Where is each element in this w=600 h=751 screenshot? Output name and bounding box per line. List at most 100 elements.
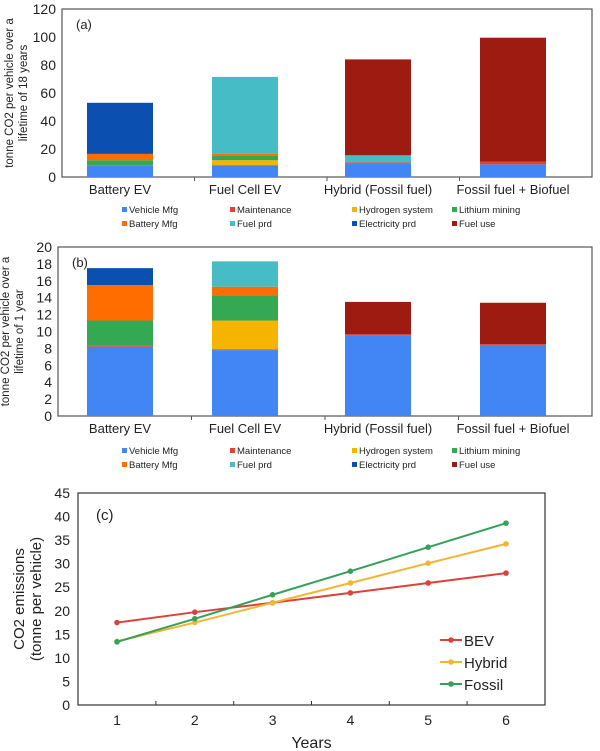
data-point (347, 590, 354, 596)
x-category-label: Fossil fuel + Biofuel (456, 421, 569, 436)
legend-label: Maintenance (237, 446, 291, 457)
data-point (425, 560, 432, 566)
y-tick-label: 80 (40, 57, 56, 73)
bar-segment (480, 344, 546, 346)
legend-label: Hydrogen system (359, 205, 433, 216)
bar-segment (212, 349, 278, 351)
bar-segment (212, 261, 278, 287)
bar-segment (345, 162, 411, 164)
bar-segment (87, 160, 153, 166)
data-point (347, 568, 354, 575)
y-axis-title-line: lifetime of 18 years (18, 44, 30, 141)
legend-label: Lithium mining (459, 205, 520, 216)
legend-label: Maintenance (237, 205, 291, 216)
bar-segment (480, 345, 546, 416)
x-category-label: Hybrid (Fossil fuel) (324, 182, 432, 197)
y-tick-label: 18 (36, 256, 52, 272)
data-point (192, 615, 198, 622)
y-tick-label: 15 (54, 626, 70, 642)
legend-swatch (230, 221, 235, 226)
bar-segment (345, 301, 411, 335)
y-tick-label: 12 (36, 307, 52, 323)
bar-chart-a: 0 20 40 60 80 100 120 Battery EV Fuel Cell EV Hyb… (4, 1, 593, 230)
y-tick-label: 2 (44, 391, 52, 407)
legend-swatch (122, 462, 127, 467)
y-tick-label: 0 (62, 697, 70, 713)
data-point (192, 609, 198, 615)
bar-segment (345, 155, 411, 163)
x-tick-label: 5 (424, 712, 432, 728)
bar-segment (87, 320, 153, 346)
legend-swatch (352, 207, 357, 212)
bar-segment (87, 102, 153, 154)
plot-frame (77, 492, 546, 706)
legend-swatch (452, 462, 457, 467)
legend-swatch (452, 221, 457, 226)
y-tick-label: 20 (54, 603, 70, 619)
data-point (503, 520, 509, 526)
legend-label: Fuel prd (237, 460, 272, 471)
x-category-label: Fossil fuel + Biofuel (456, 182, 569, 197)
data-point (269, 591, 276, 598)
legend-label: Fuel use (459, 219, 495, 230)
legend-marker (448, 681, 454, 687)
bar-segment (87, 165, 153, 177)
legend-label: Vehicle Mfg (129, 205, 178, 216)
x-category-label: Fuel Cell EV (209, 421, 282, 436)
x-category-label: Battery EV (89, 182, 151, 197)
series-line-hybrid (116, 542, 507, 643)
legend-label: Battery Mfg (129, 219, 178, 230)
x-tick-label: 3 (269, 712, 277, 728)
y-axis-title-line: (tonne per vehicle) (28, 537, 45, 661)
legend-label: Fuel use (459, 460, 495, 471)
y-tick-label: 16 (36, 273, 52, 289)
bar-segment (87, 345, 153, 347)
legend-swatch (122, 448, 127, 453)
x-tick-label: 2 (191, 712, 199, 728)
y-tick-label: 10 (36, 324, 52, 340)
bar-segment (212, 76, 278, 154)
legend-swatch (352, 221, 357, 226)
series-line-bev (116, 572, 507, 624)
y-tick-label: 4 (44, 374, 52, 390)
bar-segment (212, 320, 278, 350)
bar-segment (480, 37, 546, 162)
y-axis-title-line: lifetime of 1 year (14, 289, 26, 374)
y-tick-label: 40 (40, 113, 56, 129)
x-category-label: Hybrid (Fossil fuel) (324, 421, 432, 436)
y-tick-label: 14 (36, 290, 52, 306)
data-point (425, 544, 432, 550)
bar-segment (480, 161, 546, 165)
legend-swatch (352, 448, 357, 453)
y-tick-label: 0 (48, 169, 56, 185)
bar-segment (87, 285, 153, 321)
y-axis-title-line: CO2 emissions (11, 548, 28, 650)
panel-label: (a) (76, 17, 92, 32)
series-line-fossil (116, 522, 507, 643)
bar-segment (212, 165, 278, 177)
bar-segment (212, 295, 278, 321)
x-tick-label: 1 (113, 712, 121, 728)
y-tick-label: 100 (33, 29, 57, 45)
bar-segment (212, 153, 278, 156)
y-tick-label: 6 (44, 357, 52, 373)
y-axis-title-line: tonne CO2 per vehicle over a (4, 18, 16, 168)
bar-segment (480, 164, 546, 177)
y-tick-label: 45 (54, 485, 70, 501)
legend-swatch (230, 462, 235, 467)
y-tick-label: 20 (40, 141, 56, 157)
data-point (503, 541, 509, 547)
y-tick-label: 30 (54, 556, 70, 572)
legend-label: Vehicle Mfg (129, 446, 178, 457)
x-axis-title: Years (291, 735, 331, 751)
bar-segment (345, 335, 411, 416)
bar-segment (345, 59, 411, 156)
legend-marker (448, 637, 454, 643)
x-tick-label: 6 (502, 712, 510, 728)
bar-segment (87, 268, 153, 286)
legend-swatch (122, 221, 127, 226)
bar-segment (480, 302, 546, 345)
x-category-label: Fuel Cell EV (209, 182, 282, 197)
data-point (347, 580, 354, 586)
y-tick-label: 120 (33, 1, 57, 17)
